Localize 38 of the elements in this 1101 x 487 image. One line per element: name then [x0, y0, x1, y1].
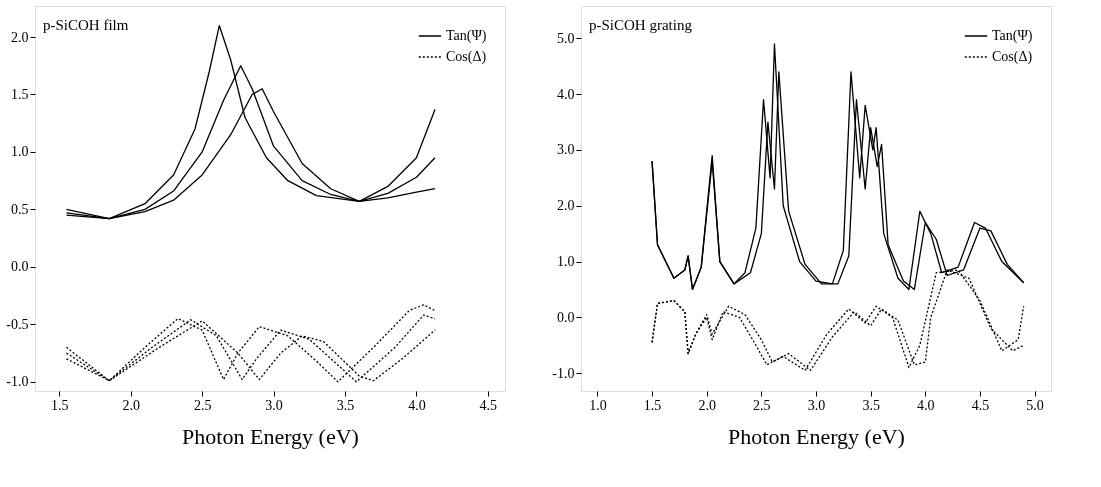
y-tick-label: -0.5: [6, 316, 29, 332]
legend-label: Cos(Δ): [992, 49, 1033, 65]
y-tick-label: 2.0: [557, 198, 575, 214]
x-axis-title: Photon Energy (eV): [182, 423, 359, 449]
x-tick-label: 4.5: [971, 397, 990, 413]
y-tick-label: 0.0: [557, 309, 575, 325]
y-tick-label: 1.0: [11, 144, 29, 160]
x-tick-label: 3.5: [336, 397, 355, 413]
y-tick-label: -1.0: [6, 374, 29, 390]
legend-label: Cos(Δ): [446, 49, 487, 65]
x-tick-label: 3.0: [265, 397, 283, 413]
y-tick-label: 5.0: [557, 30, 575, 46]
x-tick-label: 3.5: [862, 397, 880, 413]
y-tick-label: 1.0: [557, 254, 575, 270]
x-tick-label: 5.0: [1026, 397, 1044, 413]
x-tick-label: 1.5: [643, 397, 662, 413]
legend-label: Tan(Ψ): [446, 28, 487, 44]
annotation: p-SiCOH film: [43, 17, 129, 33]
x-tick-label: 2.5: [193, 397, 212, 413]
y-tick-label: 0.0: [11, 259, 29, 275]
y-tick-label: 2.0: [11, 29, 29, 45]
y-tick-label: -1.0: [552, 365, 575, 381]
y-tick-label: 4.0: [557, 86, 575, 102]
x-axis-title: Photon Energy (eV): [728, 423, 905, 449]
x-tick-label: 4.0: [408, 397, 426, 413]
y-tick-label: 3.0: [557, 142, 575, 158]
x-tick-label: 3.0: [807, 397, 826, 413]
y-tick-label: 1.5: [11, 86, 29, 102]
x-tick-label: 4.0: [917, 397, 935, 413]
x-tick-label: 4.5: [479, 397, 498, 413]
x-tick-label: 2.0: [698, 397, 716, 413]
annotation: p-SiCOH grating: [589, 17, 693, 33]
legend-label: Tan(Ψ): [992, 28, 1033, 44]
x-tick-label: 2.0: [122, 397, 140, 413]
x-tick-label: 1.5: [51, 397, 69, 413]
x-tick-label: 1.0: [589, 397, 607, 413]
y-tick-label: 0.5: [11, 201, 29, 217]
x-tick-label: 2.5: [753, 397, 771, 413]
